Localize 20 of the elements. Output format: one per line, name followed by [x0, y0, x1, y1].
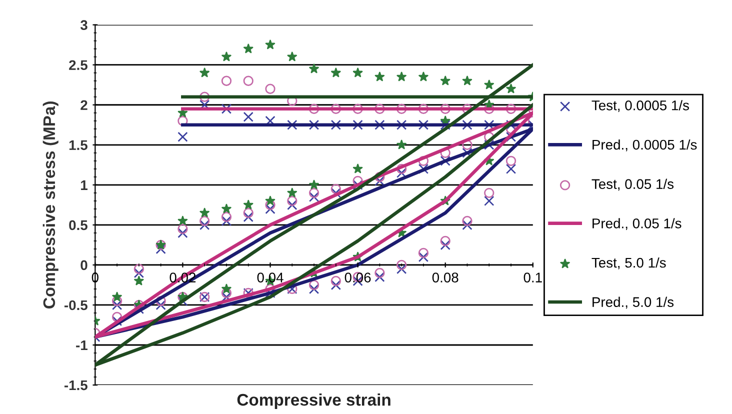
- x-axis-title: Compressive strain: [237, 393, 390, 410]
- legend-label: Test, 0.0005 1/s: [592, 100, 689, 112]
- legend-label: Pred., 0.05 1/s: [592, 218, 682, 230]
- legend-label: Pred., 5.0 1/s: [592, 296, 674, 309]
- x-tick-label: 0.1: [524, 272, 542, 282]
- y-tick-label: 1: [81, 180, 88, 190]
- y-axis-title: Compressive stress (MPa): [42, 102, 58, 308]
- y-tick-label: -0.5: [64, 300, 88, 310]
- y-tick-label: -1.5: [64, 380, 88, 390]
- y-tick-label: -1: [76, 340, 88, 350]
- y-tick-label: 1.5: [69, 140, 88, 150]
- x-tick-label: 0.08: [432, 272, 458, 282]
- y-tick-label: 3: [80, 20, 88, 30]
- y-tick-label: 0: [80, 260, 88, 270]
- legend-label: Pred., 0.0005 1/s: [592, 139, 697, 152]
- y-tick-label: 2.5: [69, 60, 88, 70]
- y-tick-label: 0.5: [69, 220, 88, 230]
- legend-label: Test, 0.05 1/s: [592, 178, 674, 191]
- y-tick-label: 2: [80, 100, 88, 110]
- legend-label: Test, 5.0 1/s: [592, 257, 666, 270]
